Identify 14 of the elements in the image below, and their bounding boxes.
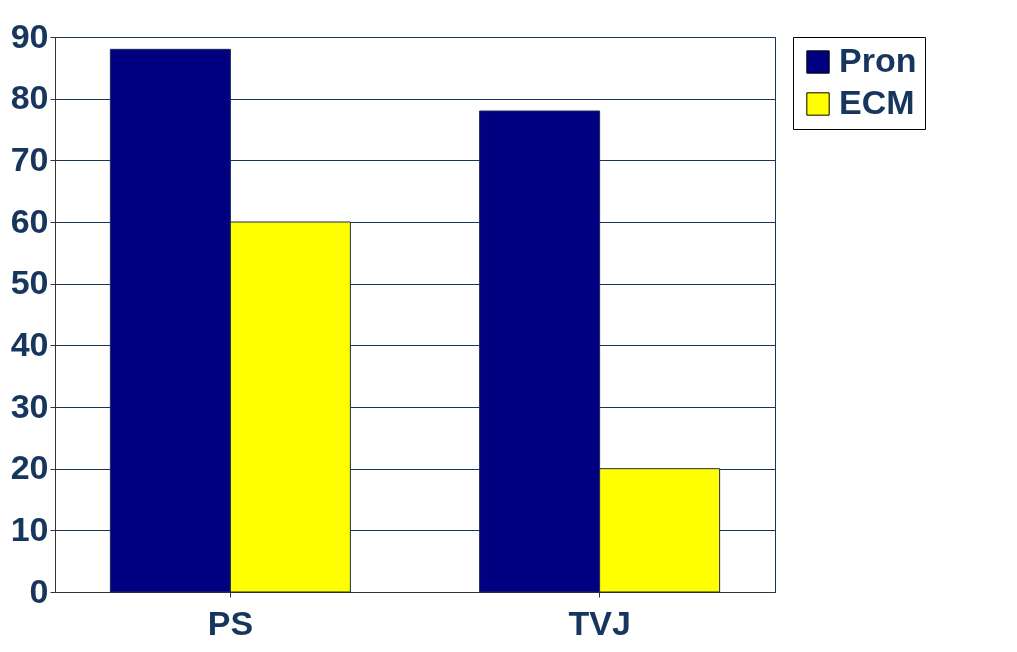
x-tick-label: PS	[207, 603, 254, 642]
x-tick-label: TVJ	[568, 603, 631, 642]
y-tick-label: 80	[10, 78, 49, 117]
legend-label: Pron	[839, 41, 917, 79]
y-tick-label: 50	[10, 263, 49, 302]
y-tick-label: 90	[10, 16, 49, 55]
y-tick-label: 70	[10, 139, 49, 178]
y-tick-label: 60	[10, 201, 49, 240]
y-tick-label: 30	[10, 386, 49, 425]
legend-label: ECM	[839, 83, 915, 121]
y-tick-label: 10	[10, 509, 49, 548]
y-tick-label: 0	[29, 571, 49, 610]
y-tick-label: 20	[10, 448, 49, 487]
y-tick-label: 40	[10, 324, 49, 363]
